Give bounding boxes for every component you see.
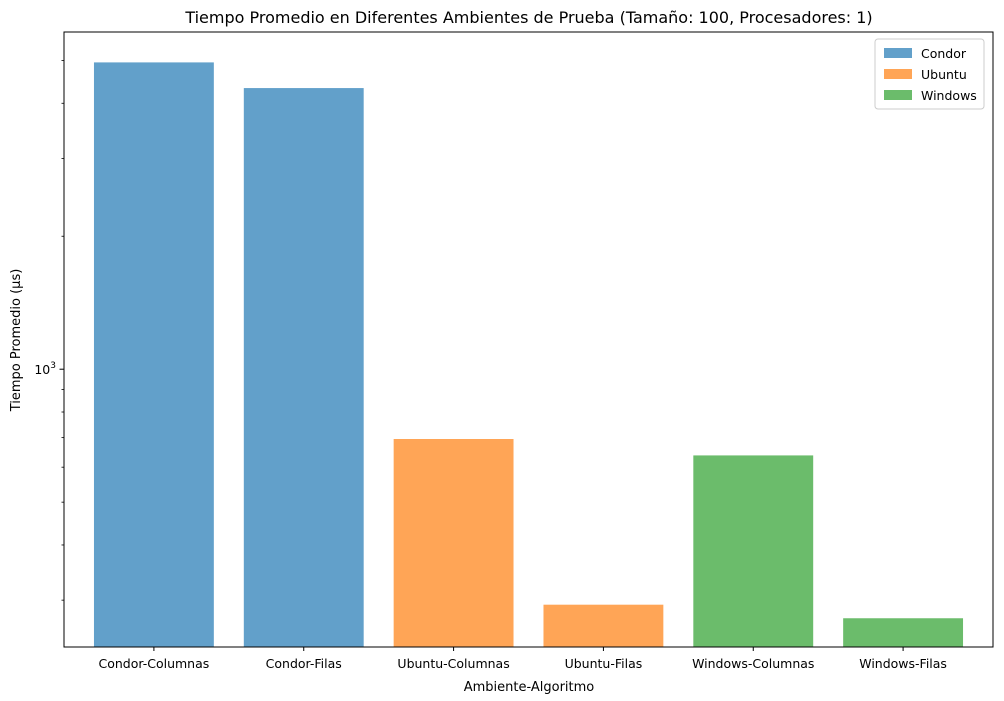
y-tick-label: 103 — [34, 361, 56, 377]
bar-windows-columnas — [693, 455, 814, 647]
legend-label: Windows — [921, 88, 977, 103]
bar-condor-filas — [243, 88, 364, 647]
bar-condor-columnas — [93, 62, 214, 647]
plot-frame — [63, 31, 994, 648]
legend-label: Ubuntu — [921, 67, 967, 82]
legend-label: Condor — [921, 46, 967, 61]
x-tick-label: Windows-Columnas — [692, 656, 814, 671]
x-tick-label: Condor-Filas — [266, 656, 342, 671]
x-tick-label: Windows-Filas — [859, 656, 947, 671]
x-axis-label: Ambiente-Algoritmo — [464, 680, 595, 695]
legend-swatch — [884, 90, 912, 100]
x-tick-label: Ubuntu-Filas — [565, 656, 643, 671]
chart-title: Tiempo Promedio en Diferentes Ambientes … — [184, 8, 872, 27]
legend-swatch — [884, 48, 912, 58]
x-ticks: Condor-Columnas Condor-Filas Ubuntu-Column… — [99, 647, 947, 671]
bar-ubuntu-filas — [543, 604, 664, 647]
bar-ubuntu-columnas — [393, 439, 514, 647]
x-tick-label: Ubuntu-Columnas — [397, 656, 509, 671]
legend: Condor Ubuntu Windows — [874, 38, 985, 110]
bars-layer — [93, 62, 964, 647]
y-axis-label: Tiempo Promedio (µs) — [9, 269, 24, 413]
y-ticks: 103 — [34, 60, 64, 601]
legend-swatch — [884, 69, 912, 79]
bar-windows-filas — [843, 618, 964, 647]
x-tick-label: Condor-Columnas — [99, 656, 210, 671]
